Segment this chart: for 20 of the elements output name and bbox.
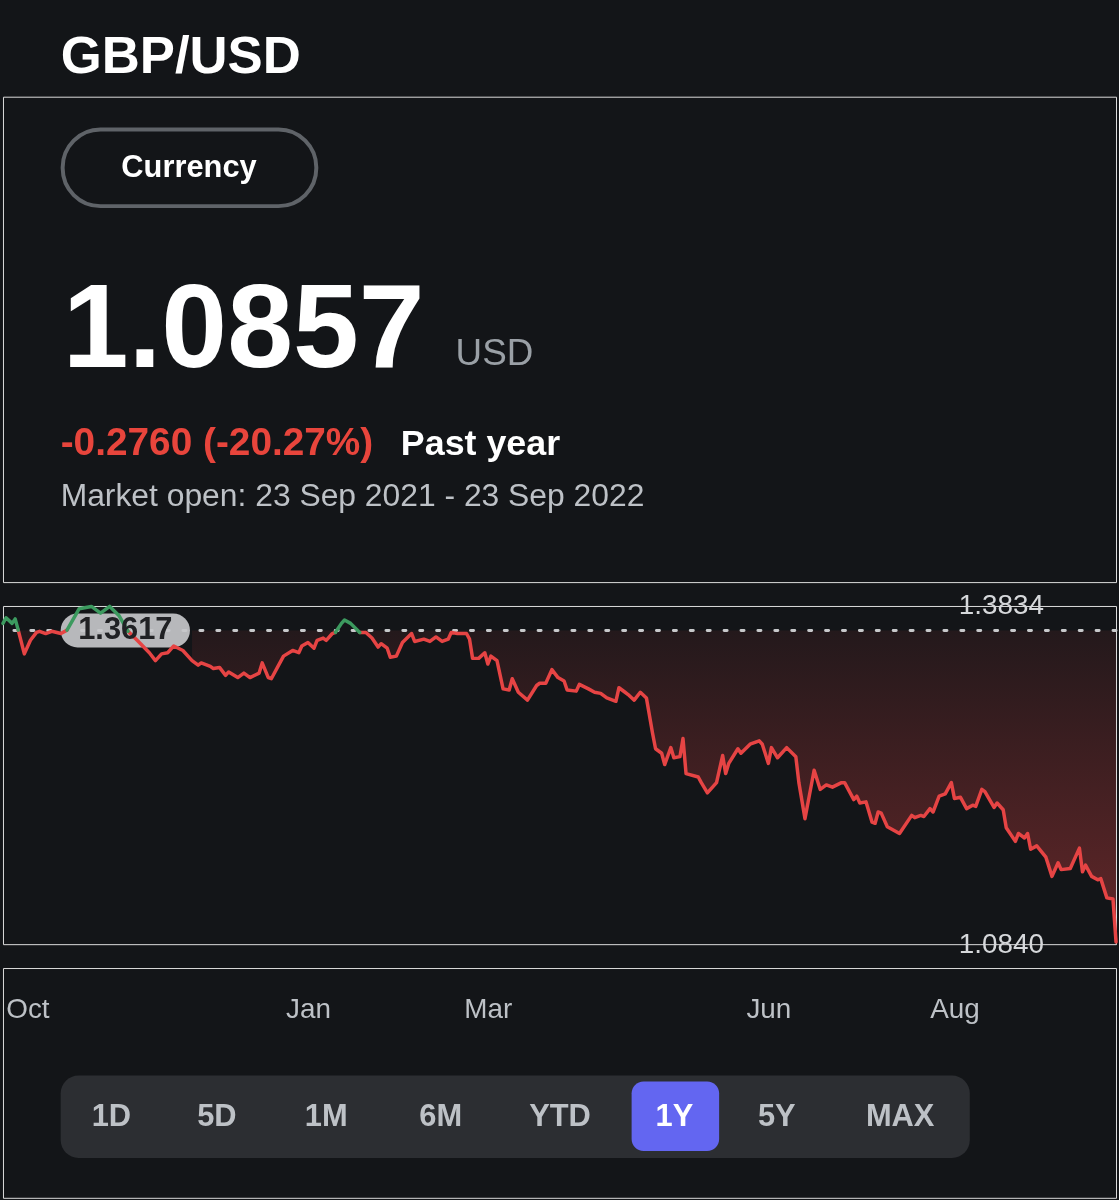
text: -0.2760 (-20.27%) [60,419,374,463]
text: 1M [304,1098,348,1134]
text: 1D [91,1098,132,1134]
text: 5Y [757,1098,797,1134]
text: USD [455,332,534,374]
text: 1Y [655,1098,694,1134]
text: Past year [400,422,561,463]
x-tick-label: Aug [930,993,980,1025]
chart-title: GBP/USD [60,25,301,85]
text: 6M [419,1098,463,1134]
text: MAX [865,1098,935,1134]
text: Currency [121,149,257,185]
text: YTD [529,1098,591,1134]
x-tick-label: Jun [746,993,792,1025]
x-tick-label: Jan [285,993,331,1025]
text: 1.0857 [62,260,425,393]
x-tick-label: Mar [464,993,513,1025]
text: Market open: 23 Sep 2021 - 23 Sep 2022 [60,476,645,513]
text: 5D [197,1098,237,1134]
x-tick-label: Oct [6,993,50,1025]
